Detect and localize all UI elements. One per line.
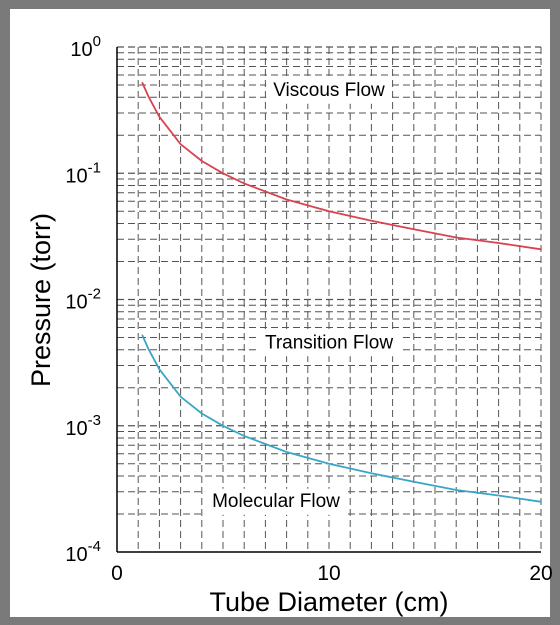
- y-tick-label: 10-2: [65, 286, 101, 314]
- annotation-background: [266, 77, 392, 104]
- x-tick-label: 10: [317, 562, 340, 585]
- y-tick-exponent: -2: [88, 286, 101, 303]
- y-tick-exponent: -4: [88, 538, 101, 555]
- figure-background: [10, 9, 550, 617]
- x-axis-label: Tube Diameter (cm): [209, 587, 448, 617]
- annotation-label: Viscous Flow: [273, 80, 385, 101]
- annotation-label: Transition Flow: [265, 332, 393, 353]
- x-tick-label: 0: [111, 562, 123, 585]
- y-tick-exponent: -1: [88, 159, 101, 176]
- y-tick-exponent: -3: [88, 412, 101, 429]
- series-layer: [141, 82, 542, 503]
- y-tick-base: 10: [70, 39, 92, 61]
- x-tick-labels: 0 10 20: [111, 562, 553, 585]
- y-axis-label: Pressure (torr): [26, 213, 56, 387]
- y-tick-base: 10: [65, 292, 87, 314]
- y-tick-label: 100: [70, 33, 101, 61]
- annotation-label: Molecular Flow: [212, 491, 340, 512]
- y-tick-label: 10-1: [65, 159, 101, 187]
- y-tick-exponent: 0: [93, 33, 101, 50]
- y-tick-label: 10-4: [65, 538, 101, 566]
- y-tick-base: 10: [65, 165, 87, 187]
- annotation-background: [205, 488, 347, 515]
- series-line-1: [141, 82, 542, 251]
- y-tick-base: 10: [65, 418, 87, 440]
- annotation-background: [257, 330, 401, 357]
- x-tick-label: 20: [529, 562, 552, 585]
- y-tick-base: 10: [65, 544, 87, 566]
- annotations: Viscous Flow Transition Flow Molecular Flo…: [205, 77, 401, 515]
- series-line-2: [141, 334, 542, 503]
- y-tick-label: 10-3: [65, 412, 101, 440]
- grid: [117, 46, 542, 552]
